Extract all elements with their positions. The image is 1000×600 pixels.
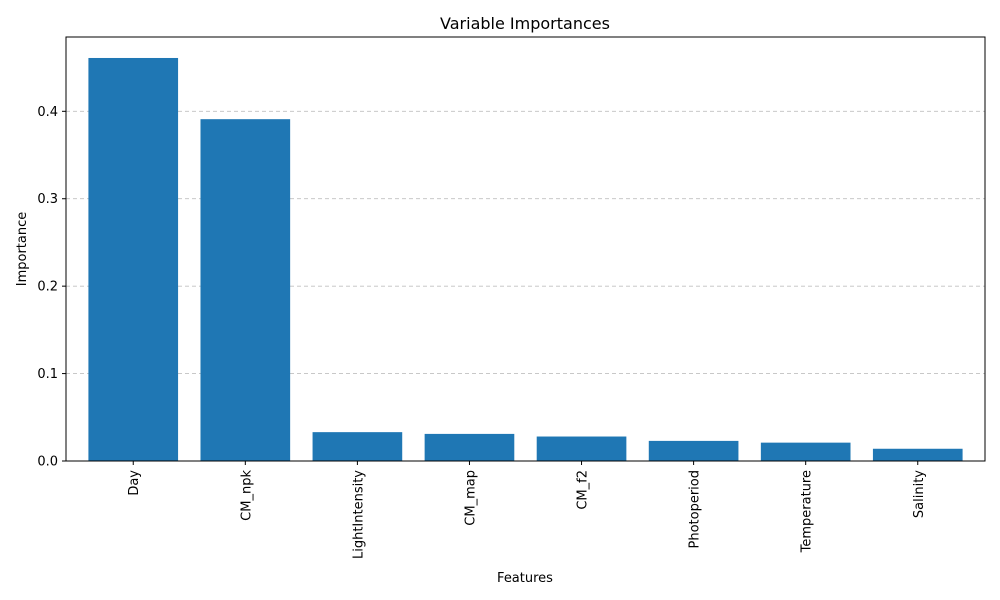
y-tick-label: 0.4 xyxy=(37,105,58,120)
bar-lightintensity xyxy=(312,432,403,461)
x-axis-label: Features xyxy=(497,571,553,586)
y-axis-ticks: 0.0 0.1 0.2 0.3 0.4 xyxy=(37,105,66,470)
plot-frame xyxy=(65,36,986,462)
bar-temperature xyxy=(760,442,851,461)
bar-salinity xyxy=(872,448,963,461)
bar-cm_map xyxy=(424,433,515,461)
x-tick-label: Salinity xyxy=(912,470,927,518)
x-tick-label: Temperature xyxy=(800,470,815,553)
bars xyxy=(88,57,963,462)
chart-title: Variable Importances xyxy=(440,14,610,33)
x-tick-label: CM_f2 xyxy=(576,470,591,510)
y-tick-label: 0.3 xyxy=(37,192,58,207)
y-tick-label: 0.0 xyxy=(37,455,58,470)
grid-lines xyxy=(66,110,985,375)
x-tick-label: CM_map xyxy=(463,470,478,526)
bar-day xyxy=(88,57,179,461)
x-tick-label: CM_npk xyxy=(239,470,254,521)
x-axis-ticks: Day CM_npk LightIntensity CM_map CM_f2 Photop… xyxy=(127,461,927,559)
x-tick-label: LightIntensity xyxy=(351,470,366,559)
bar-cm_f2 xyxy=(536,436,627,461)
x-tick-label: Photoperiod xyxy=(688,470,703,549)
bar-photoperiod xyxy=(648,440,739,461)
y-tick-label: 0.2 xyxy=(37,280,58,295)
y-tick-label: 0.1 xyxy=(37,367,58,382)
bar-cm_npk xyxy=(200,119,291,462)
x-tick-label: Day xyxy=(127,470,142,496)
y-axis-label: Importance xyxy=(15,212,30,287)
